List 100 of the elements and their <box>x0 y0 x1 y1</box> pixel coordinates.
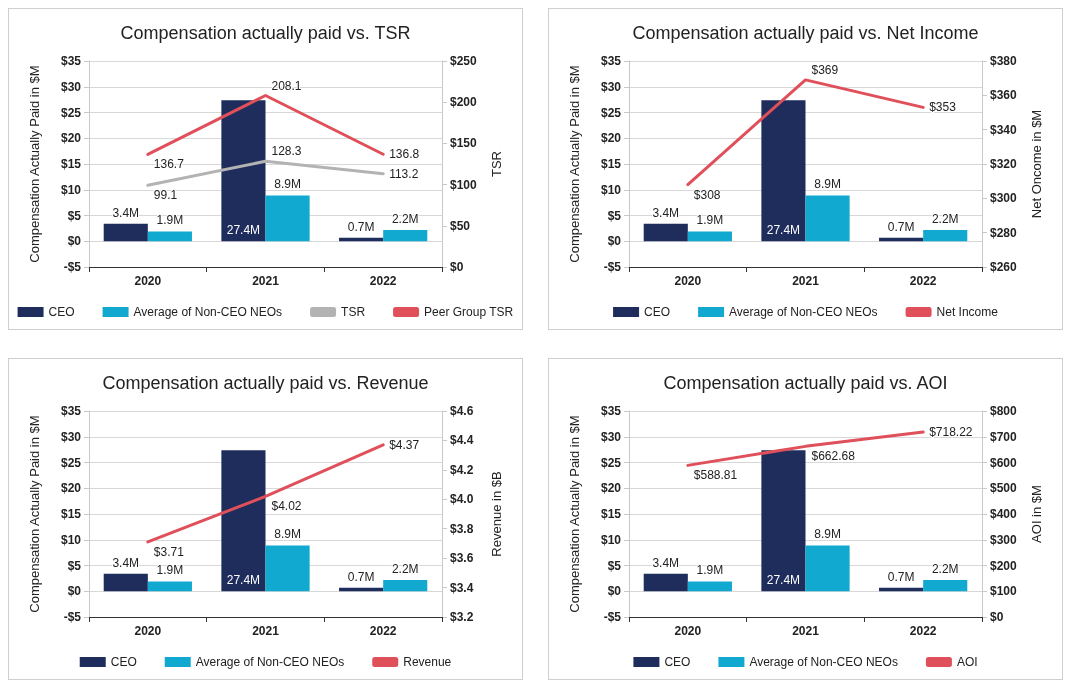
y2-tick-label: $4.6 <box>450 404 474 418</box>
data-label: 2.2M <box>391 211 419 226</box>
y-tick-label: $5 <box>607 558 622 573</box>
legend-label: Revenue <box>403 655 452 669</box>
y2-tick-label: $320 <box>990 157 1018 171</box>
data-label: 0.7M <box>347 219 375 234</box>
y2-tick-label: $50 <box>450 218 471 233</box>
bar <box>643 223 688 242</box>
y2-tick-label: $300 <box>990 191 1018 206</box>
data-label: 27.4M <box>766 573 801 588</box>
y-tick-label: $0 <box>607 584 622 599</box>
y-tick-label: $25 <box>60 105 82 120</box>
legend-label: Average of Non-CEO NEOs <box>749 655 898 669</box>
data-label: 3.4M <box>652 205 680 220</box>
x-tick-label: 2021 <box>792 624 820 638</box>
y-tick-label: $20 <box>600 131 622 146</box>
y-tick-label: $10 <box>60 182 82 197</box>
y-tick-label: $15 <box>60 157 82 171</box>
y-tick-label: $10 <box>60 532 82 547</box>
y-tick-label: $30 <box>60 429 82 444</box>
x-tick-label: 2020 <box>674 274 702 288</box>
bar <box>147 581 192 592</box>
data-label: 136.8 <box>389 147 420 162</box>
y-tick-label: $30 <box>600 429 622 444</box>
data-label: 3.4M <box>652 555 680 570</box>
y-tick-label: $25 <box>600 455 622 470</box>
data-label: 8.9M <box>814 527 841 542</box>
legend-label: CEO <box>48 305 75 319</box>
data-label: 8.9M <box>274 177 301 192</box>
y-tick-label: $35 <box>600 54 622 68</box>
data-label: 99.1 <box>153 188 178 203</box>
legend-label: Average of Non-CEO NEOs <box>133 305 283 319</box>
y-tick-label: $35 <box>60 54 82 68</box>
data-label: $308 <box>693 187 721 202</box>
data-label: $369 <box>811 62 839 77</box>
chart-title: Compensation actually paid vs. TSR <box>120 23 411 43</box>
bar <box>805 195 850 242</box>
y2-axis-title: AOI in $M <box>1029 485 1044 543</box>
y-tick-label: -$5 <box>63 260 82 274</box>
data-label: 1.9M <box>696 213 724 228</box>
y2-tick-label: $100 <box>450 177 478 192</box>
y2-tick-label: $340 <box>990 122 1018 137</box>
bar <box>103 223 148 242</box>
data-label: 136.7 <box>153 157 185 172</box>
y-tick-label: $5 <box>67 208 82 223</box>
y2-tick-label: $100 <box>990 584 1018 599</box>
legend-label: CEO <box>664 655 691 669</box>
legend-label: CEO <box>110 655 137 669</box>
y-tick-label: -$5 <box>603 260 622 274</box>
y2-tick-label: $700 <box>990 429 1018 444</box>
bar <box>687 231 732 242</box>
y2-tick-label: $600 <box>990 455 1018 470</box>
y2-tick-label: $400 <box>990 507 1018 521</box>
data-label: 0.7M <box>887 219 915 234</box>
y-tick-label: $30 <box>60 79 82 94</box>
y2-tick-label: $380 <box>990 54 1018 68</box>
bar <box>805 545 850 592</box>
data-label: 3.4M <box>112 205 140 220</box>
y2-tick-label: $300 <box>990 532 1018 547</box>
y2-tick-label: $250 <box>450 54 478 68</box>
legend-label: Net Income <box>936 305 999 319</box>
x-tick-label: 2020 <box>134 274 162 288</box>
legend-label: Peer Group TSR <box>424 305 514 319</box>
y2-tick-label: $150 <box>450 136 478 151</box>
data-label: 1.9M <box>696 563 724 578</box>
bar <box>383 229 428 242</box>
y-tick-label: $0 <box>67 234 82 249</box>
x-tick-label: 2022 <box>369 274 397 288</box>
y2-tick-label: $200 <box>450 95 478 110</box>
data-label: 2.2M <box>931 561 959 576</box>
data-label: $353 <box>929 100 957 115</box>
y-axis-title: Compensation Actually Paid in $M <box>27 415 42 613</box>
data-label: $662.68 <box>811 449 856 464</box>
y2-tick-label: $4.2 <box>450 462 474 477</box>
bar <box>103 573 148 592</box>
y-tick-label: $25 <box>600 105 622 120</box>
y2-tick-label: $200 <box>990 558 1018 573</box>
y-tick-label: $15 <box>60 507 82 521</box>
y2-tick-label: $3.8 <box>450 521 474 536</box>
y2-tick-label: $4.4 <box>450 433 474 448</box>
data-label: 128.3 <box>271 144 302 159</box>
y-axis-title: Compensation Actually Paid in $M <box>567 65 582 263</box>
y2-tick-label: $0 <box>990 610 1004 624</box>
x-tick-label: 2022 <box>369 624 397 638</box>
bar <box>265 545 310 592</box>
y-tick-label: $20 <box>60 131 82 146</box>
bar <box>687 581 732 592</box>
y2-axis-title: TSR <box>489 151 504 177</box>
data-label: 208.1 <box>271 78 302 93</box>
bar <box>147 231 192 242</box>
x-tick-label: 2022 <box>909 624 937 638</box>
bar <box>923 229 968 242</box>
bar <box>221 450 266 592</box>
y-tick-label: $35 <box>60 404 82 418</box>
bar <box>383 579 428 592</box>
y2-tick-label: $280 <box>990 225 1018 240</box>
bar <box>643 573 688 592</box>
bar <box>923 579 968 592</box>
y2-tick-label: $3.2 <box>450 610 474 624</box>
y-axis-title: Compensation Actually Paid in $M <box>567 415 582 613</box>
